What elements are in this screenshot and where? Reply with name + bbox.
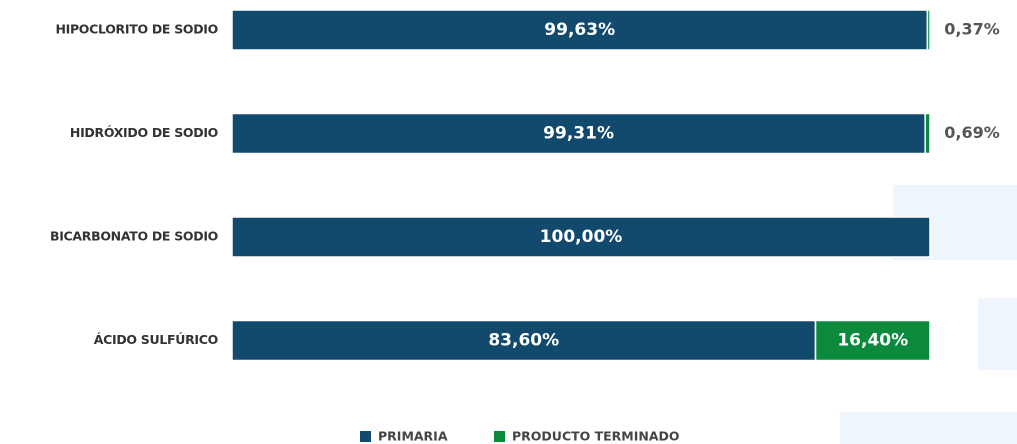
value-label: 0,37% xyxy=(944,20,1000,39)
bar-segment xyxy=(231,112,926,155)
legend-label: PRIMARIA xyxy=(378,429,448,444)
bar-segment xyxy=(926,9,931,51)
legend-swatch xyxy=(360,431,371,442)
value-label: 16,40% xyxy=(837,331,908,351)
decoration xyxy=(840,412,1017,444)
value-label: 83,60% xyxy=(488,331,559,351)
category-label: HIDRÓXIDO DE SODIO xyxy=(70,125,218,140)
bar-segment xyxy=(814,319,931,362)
category-label: ÁCIDO SULFÚRICO xyxy=(94,332,218,347)
value-label: 99,63% xyxy=(544,20,615,40)
bar-segment xyxy=(231,9,929,51)
value-label: 99,31% xyxy=(543,124,614,144)
bar-segment xyxy=(231,216,931,258)
category-label: BICARBONATO DE SODIO xyxy=(50,229,218,244)
decoration xyxy=(978,298,1017,370)
legend-label: PRODUCTO TERMINADO xyxy=(512,429,680,444)
value-label: 0,69% xyxy=(944,123,1000,142)
bar-segment xyxy=(924,112,931,155)
bar-segment xyxy=(231,319,817,362)
value-label: 100,00% xyxy=(540,227,623,247)
legend-swatch xyxy=(494,431,505,442)
category-label: HIPOCLORITO DE SODIO xyxy=(55,22,218,37)
